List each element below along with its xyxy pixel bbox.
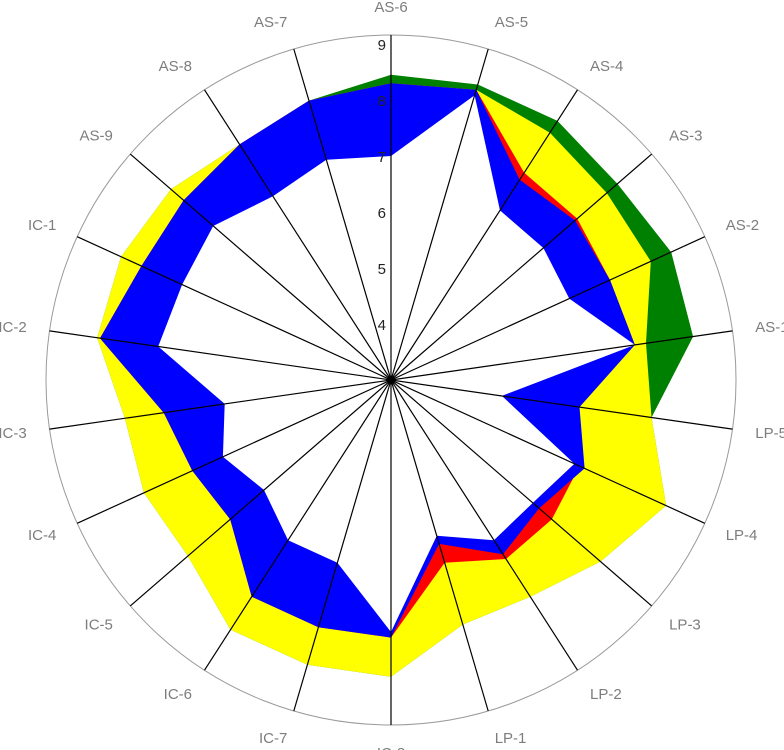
category-label-as-1: AS-1	[755, 319, 784, 336]
axis-spoke-as-9	[129, 153, 392, 381]
axis-spoke-ic-7	[293, 379, 392, 712]
category-label-ic-5: IC-5	[85, 616, 113, 633]
radial-tick-8: 8	[378, 93, 386, 110]
category-label-ic-4: IC-4	[28, 527, 56, 544]
axis-spokes	[49, 35, 733, 725]
category-label-lp-2: LP-2	[590, 686, 622, 703]
category-label-as-6: AS-6	[374, 0, 407, 16]
category-label-ic-2: IC-2	[0, 319, 27, 336]
chart-centre	[388, 377, 394, 383]
axis-spoke-as-1	[390, 330, 733, 381]
category-label-as-2: AS-2	[726, 217, 759, 234]
axis-spoke-as-5	[390, 48, 489, 381]
axis-spoke-lp-5	[390, 379, 733, 430]
axis-spoke-lp-1	[390, 379, 489, 712]
axis-spoke-ic-3	[49, 379, 392, 430]
category-label-as-4: AS-4	[590, 58, 623, 75]
axis-spoke-lp-2	[390, 379, 579, 671]
category-label-as-5: AS-5	[495, 14, 528, 31]
category-label-as-9: AS-9	[80, 128, 113, 145]
axis-spoke-lp-4	[390, 379, 706, 524]
axis-spoke-as-8	[203, 89, 392, 381]
category-label-lp-5: LP-5	[755, 425, 784, 442]
radial-tick-6: 6	[378, 205, 386, 222]
radial-tick-5: 5	[378, 261, 386, 278]
series-areas	[97, 74, 694, 677]
category-label-as-3: AS-3	[669, 128, 702, 145]
category-label-ic-7: IC-7	[259, 730, 287, 747]
axis-spoke-as-2	[390, 236, 706, 381]
axis-spoke-as-7	[293, 48, 392, 381]
radial-tick-7: 7	[378, 149, 386, 166]
axis-spoke-as-3	[390, 153, 653, 381]
series-area-5	[158, 95, 635, 632]
axis-spoke-ic-5	[129, 379, 392, 607]
radial-tick-labels: 4 5 6 7 8 9	[378, 37, 386, 334]
axis-spoke-ic-2	[49, 330, 392, 381]
category-label-lp-1: LP-1	[495, 730, 527, 747]
axis-spoke-ic-1	[76, 236, 392, 381]
axis-spoke-lp-3	[390, 379, 653, 607]
radial-tick-9: 9	[378, 37, 386, 54]
category-label-ic-8: IC-8	[377, 745, 405, 750]
category-label-ic-6: IC-6	[164, 686, 192, 703]
radial-tick-4: 4	[378, 317, 386, 334]
category-label-lp-3: LP-3	[669, 616, 701, 633]
category-label-ic-1: IC-1	[28, 217, 56, 234]
axis-spoke-ic-4	[76, 379, 392, 524]
category-label-as-8: AS-8	[159, 58, 192, 75]
category-label-as-7: AS-7	[254, 14, 287, 31]
category-label-lp-4: LP-4	[726, 527, 758, 544]
category-label-ic-3: IC-3	[0, 425, 27, 442]
axis-spoke-as-4	[390, 89, 579, 381]
axis-spoke-ic-6	[203, 379, 392, 671]
